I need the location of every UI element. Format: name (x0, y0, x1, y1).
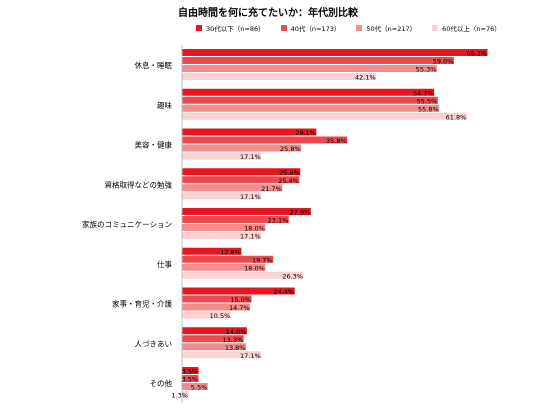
legend-swatch (196, 25, 202, 31)
bar (182, 73, 377, 80)
category-label: 趣味 (157, 100, 172, 110)
data-label: 13.3% (223, 336, 244, 344)
data-label: 35.8% (326, 137, 347, 145)
legend-swatch (356, 25, 363, 31)
data-label: 59.0% (433, 58, 454, 66)
legend-item: 40代（n=173） (280, 23, 341, 33)
data-label: 26.3% (282, 272, 303, 280)
bar (182, 208, 311, 215)
bar (182, 136, 348, 144)
data-label: 17.1% (240, 233, 261, 241)
data-label: 27.9% (290, 209, 311, 217)
category-label: 美容・健康 (135, 140, 173, 150)
bar (182, 383, 208, 390)
data-label: 25.8% (280, 145, 301, 153)
legend-swatch (280, 25, 287, 31)
bar (182, 335, 244, 343)
bar (182, 57, 454, 64)
bar (182, 184, 283, 192)
data-label: 14.0% (226, 328, 247, 336)
bar (182, 375, 199, 382)
data-label: 25.6% (279, 169, 300, 177)
data-label: 3.5% (182, 376, 199, 384)
data-label: 55.5% (417, 97, 438, 105)
bar (182, 295, 252, 303)
chart-title: 自由時間を何に充てたいか：年代別比較 (178, 8, 358, 19)
bar (182, 128, 317, 136)
bar (182, 351, 262, 359)
bar (182, 65, 437, 72)
legend-item: 60代以上（n=76） (432, 23, 501, 33)
bar (182, 104, 440, 112)
data-label: 1.3% (171, 392, 188, 400)
category-label: 家族のコミュニケーション (82, 219, 172, 229)
bar (182, 263, 266, 271)
bar (182, 216, 289, 223)
bar (182, 96, 438, 104)
data-label: 18.0% (244, 264, 265, 272)
bar (182, 287, 295, 295)
data-label: 15.0% (230, 296, 251, 304)
bar (182, 327, 247, 335)
data-label: 10.5% (210, 312, 231, 320)
data-label: 12.8% (220, 248, 241, 256)
data-label: 61.8% (446, 113, 467, 121)
bar (182, 367, 199, 374)
data-label: 24.4% (274, 288, 295, 296)
bar (182, 391, 189, 398)
bar (182, 152, 262, 160)
bar (182, 88, 435, 96)
data-label: 54.7% (413, 89, 434, 97)
legend: 30代以下（n=86） 40代（n=173） 50代（n=217） 60代以上（n=7… (196, 22, 501, 34)
legend-label: 40代（n=173） (290, 25, 341, 33)
legend-item: 30代以下（n=86） (196, 23, 265, 33)
data-label: 17.1% (240, 193, 261, 201)
data-label: 17.1% (240, 153, 261, 161)
bar (182, 271, 304, 279)
legend-label: 60代以上（n=76） (442, 25, 501, 33)
data-label: 55.8% (418, 105, 439, 113)
bar (182, 224, 266, 231)
bar (182, 168, 301, 176)
bar (182, 192, 262, 200)
data-label: 42.1% (355, 74, 376, 82)
data-label: 29.1% (295, 129, 316, 137)
category-label: 資格取得などの勉強 (105, 179, 173, 189)
category-label: 人づきあい (135, 339, 173, 348)
data-label: 21.7% (261, 185, 282, 193)
legend-label: 50代（n=217） (366, 25, 417, 33)
data-label: 55.3% (416, 66, 437, 74)
bar (182, 176, 300, 184)
data-label: 5.5% (191, 384, 208, 392)
bar (182, 303, 251, 311)
data-label: 3.5% (182, 368, 199, 376)
category-label: 休息・睡眠 (135, 60, 173, 70)
data-label: 25.4% (278, 177, 299, 185)
legend-label: 30代以下（n=86） (206, 25, 265, 33)
category-label: 仕事 (157, 259, 172, 269)
data-label: 13.8% (225, 344, 246, 352)
category-label: 家事・育児・介護 (112, 299, 172, 309)
data-label: 17.1% (240, 352, 261, 360)
bar (182, 112, 467, 120)
data-label: 18.0% (244, 225, 265, 233)
bar (182, 232, 262, 239)
data-label: 23.1% (268, 217, 289, 225)
data-label: 14.7% (229, 304, 250, 312)
bar (182, 311, 231, 319)
bar (182, 144, 302, 152)
data-label: 19.7% (252, 256, 273, 264)
data-label: 66.3% (466, 50, 487, 58)
category-label: その他 (150, 378, 173, 388)
bar (182, 343, 246, 351)
legend-swatch (432, 25, 439, 31)
bar (182, 247, 242, 255)
legend-item: 50代（n=217） (356, 23, 416, 33)
bar (182, 49, 488, 56)
bar (182, 255, 274, 263)
